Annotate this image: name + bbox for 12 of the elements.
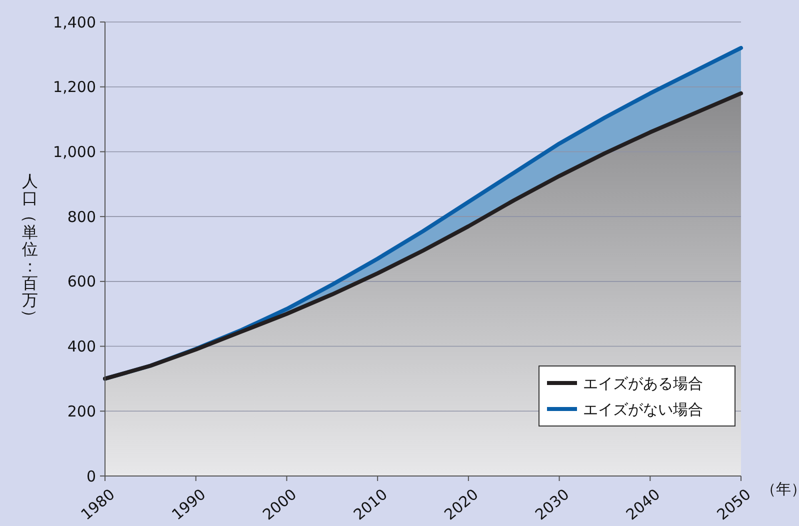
text: 人口（単位：百万） xyxy=(20,172,40,325)
legend-label: エイズがない場合 xyxy=(583,400,703,418)
y-tick-label: 1,200 xyxy=(53,78,96,96)
y-tick-label: 0 xyxy=(86,467,96,486)
y-tick-label: 400 xyxy=(67,338,96,356)
x-axis-title: （年） xyxy=(761,480,799,498)
y-tick-label: 600 xyxy=(67,272,96,291)
y-tick-label: 1,400 xyxy=(53,13,96,32)
y-tick-label: 800 xyxy=(67,208,96,226)
y-tick-label: 1,000 xyxy=(53,142,96,161)
legend-label: エイズがある場合 xyxy=(583,374,703,392)
y-tick-label: 200 xyxy=(67,402,96,420)
